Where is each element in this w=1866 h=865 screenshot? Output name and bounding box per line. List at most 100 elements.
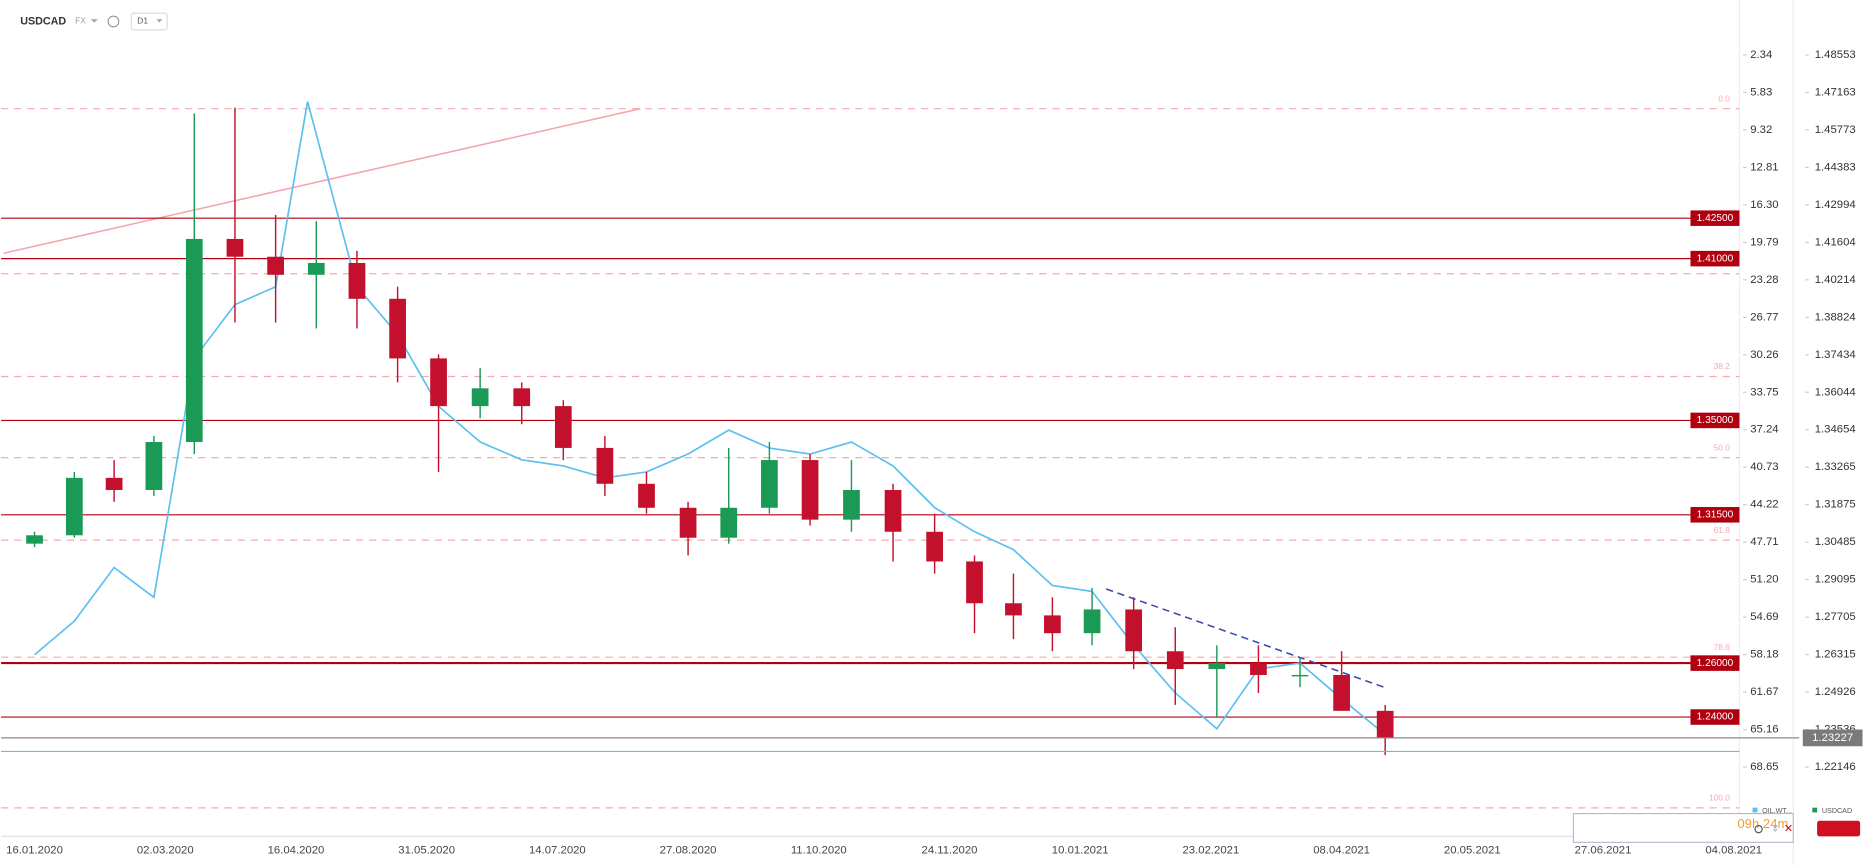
legend-swatch xyxy=(1812,807,1818,813)
y2-tick-label: 12.81 xyxy=(1750,161,1778,173)
candle-body xyxy=(596,447,614,484)
candle-body xyxy=(65,477,83,536)
trend-line[interactable] xyxy=(1105,588,1384,688)
y-tick-label: 1.48553 xyxy=(1815,49,1856,61)
y2-tick-label: 54.69 xyxy=(1750,611,1778,623)
y2-tick-label: 61.67 xyxy=(1750,686,1778,698)
x-tick-label: 08.04.2021 xyxy=(1313,845,1370,857)
y2-tick-label: 16.30 xyxy=(1750,199,1778,211)
y2-tick-label: 19.79 xyxy=(1750,236,1778,248)
y2-tick-label: 40.73 xyxy=(1750,461,1778,473)
y-tick-label: 1.45773 xyxy=(1815,124,1856,136)
candle-body xyxy=(1333,674,1350,711)
timeframe-box[interactable] xyxy=(130,12,168,31)
candle-body xyxy=(145,441,163,490)
y-tick-label: 1.42994 xyxy=(1815,199,1856,211)
y-tick-label: 1.22146 xyxy=(1815,761,1856,773)
dropdown-arrow[interactable] xyxy=(156,19,163,23)
candle-body xyxy=(1291,674,1309,677)
y-tick-label: 1.38824 xyxy=(1815,311,1856,323)
y-tick-label: 1.44383 xyxy=(1815,161,1856,173)
candle-body xyxy=(926,531,943,562)
fib-label: 0.0 xyxy=(1718,93,1730,103)
oil-line xyxy=(34,101,1386,736)
candle-body xyxy=(1376,710,1394,738)
y-tick-label: 1.29095 xyxy=(1815,574,1856,586)
current-price-label: 1.23227 xyxy=(1812,732,1853,744)
candle-body xyxy=(1250,663,1267,675)
candle-body xyxy=(1044,615,1061,634)
candle-body xyxy=(554,406,572,448)
x-tick-label: 10.01.2021 xyxy=(1052,845,1109,857)
candle-body xyxy=(267,256,284,275)
fib-label: 50.0 xyxy=(1714,442,1731,452)
candle-body xyxy=(638,483,655,508)
x-tick-label: 11.10.2020 xyxy=(791,845,847,857)
candle-body xyxy=(1083,609,1101,634)
candle-body xyxy=(513,388,531,407)
x-tick-label: 23.02.2021 xyxy=(1183,845,1240,857)
fib-label: 78.6 xyxy=(1714,642,1731,652)
level-tag xyxy=(1690,412,1740,429)
y-tick-label: 1.47163 xyxy=(1815,86,1856,98)
info-icon[interactable] xyxy=(107,15,120,28)
candle-body xyxy=(26,535,43,544)
y2-tick-label: 65.16 xyxy=(1750,724,1778,736)
x-tick-label: 31.05.2020 xyxy=(398,845,455,857)
x-tick-label: 27.08.2020 xyxy=(660,845,717,857)
y2-tick-label: 23.28 xyxy=(1750,274,1778,286)
trend-line[interactable] xyxy=(3,107,641,255)
x-tick-label: 16.01.2020 xyxy=(6,845,63,857)
y-tick-label: 1.40214 xyxy=(1815,274,1856,286)
candle-body xyxy=(884,489,902,532)
level-tag xyxy=(1690,210,1740,226)
fib-label: 61.8 xyxy=(1714,525,1731,535)
fib-label: 100.0 xyxy=(1709,793,1730,803)
close-icon[interactable]: ✕ xyxy=(1784,823,1793,835)
candle-body xyxy=(843,489,860,520)
candle-body xyxy=(1208,663,1226,670)
eye-icon[interactable] xyxy=(1754,824,1763,834)
timeframe[interactable]: D1 xyxy=(137,16,148,26)
y2-tick-label: 58.18 xyxy=(1750,649,1778,661)
level-label: 1.41000 xyxy=(1697,253,1734,264)
y-tick-label: 1.37434 xyxy=(1815,349,1856,361)
symbol: USDCAD xyxy=(20,15,66,27)
x-tick-label: 04.08.2021 xyxy=(1705,845,1762,857)
candle-body xyxy=(1166,651,1184,670)
y-tick-label: 1.31875 xyxy=(1815,499,1856,511)
plot: 0.0 38.2 50.0 61.8 78.6 100.0 1.42500 1.41000 1.… xyxy=(1,93,1800,809)
current-price-tag xyxy=(1802,729,1863,747)
indicator-button[interactable] xyxy=(1817,820,1861,837)
candle-body xyxy=(389,298,406,359)
y-tick-label: 1.26315 xyxy=(1815,649,1856,661)
level-tag xyxy=(1690,250,1740,267)
y2-tick-label: 30.26 xyxy=(1750,349,1778,361)
y2-tick-label: 47.71 xyxy=(1750,536,1778,548)
y-tick-label: 1.41604 xyxy=(1815,236,1856,248)
move-icon[interactable]: ⇕ xyxy=(1771,824,1779,835)
x-tick-label: 02.03.2020 xyxy=(137,845,194,857)
level-tag xyxy=(1690,709,1740,725)
y2-tick-label: 2.34 xyxy=(1750,49,1772,61)
x-tick-label: 24.11.2020 xyxy=(922,845,978,857)
y2-tick-label: 9.32 xyxy=(1750,124,1772,136)
y2-tick-label: 26.77 xyxy=(1750,311,1778,323)
dropdown-arrow[interactable] xyxy=(90,19,98,23)
candle-body xyxy=(1125,609,1143,652)
x-tick-label: 16.04.2020 xyxy=(268,845,325,857)
candle-body xyxy=(720,507,738,538)
candle-body xyxy=(471,388,489,407)
y2-tick-label: 5.83 xyxy=(1750,86,1772,98)
x-tick-label: 20.05.2021 xyxy=(1444,845,1501,857)
candle-body xyxy=(966,561,983,604)
y2-tick-label: 37.24 xyxy=(1750,424,1778,436)
legend-label: USDCAD xyxy=(1822,807,1852,815)
level-label: 1.31500 xyxy=(1697,509,1734,520)
market[interactable]: FX xyxy=(75,16,86,26)
fib-label: 38.2 xyxy=(1714,361,1731,371)
y2-tick-label: 51.20 xyxy=(1750,574,1778,586)
y-tick-label: 1.24926 xyxy=(1815,686,1856,698)
